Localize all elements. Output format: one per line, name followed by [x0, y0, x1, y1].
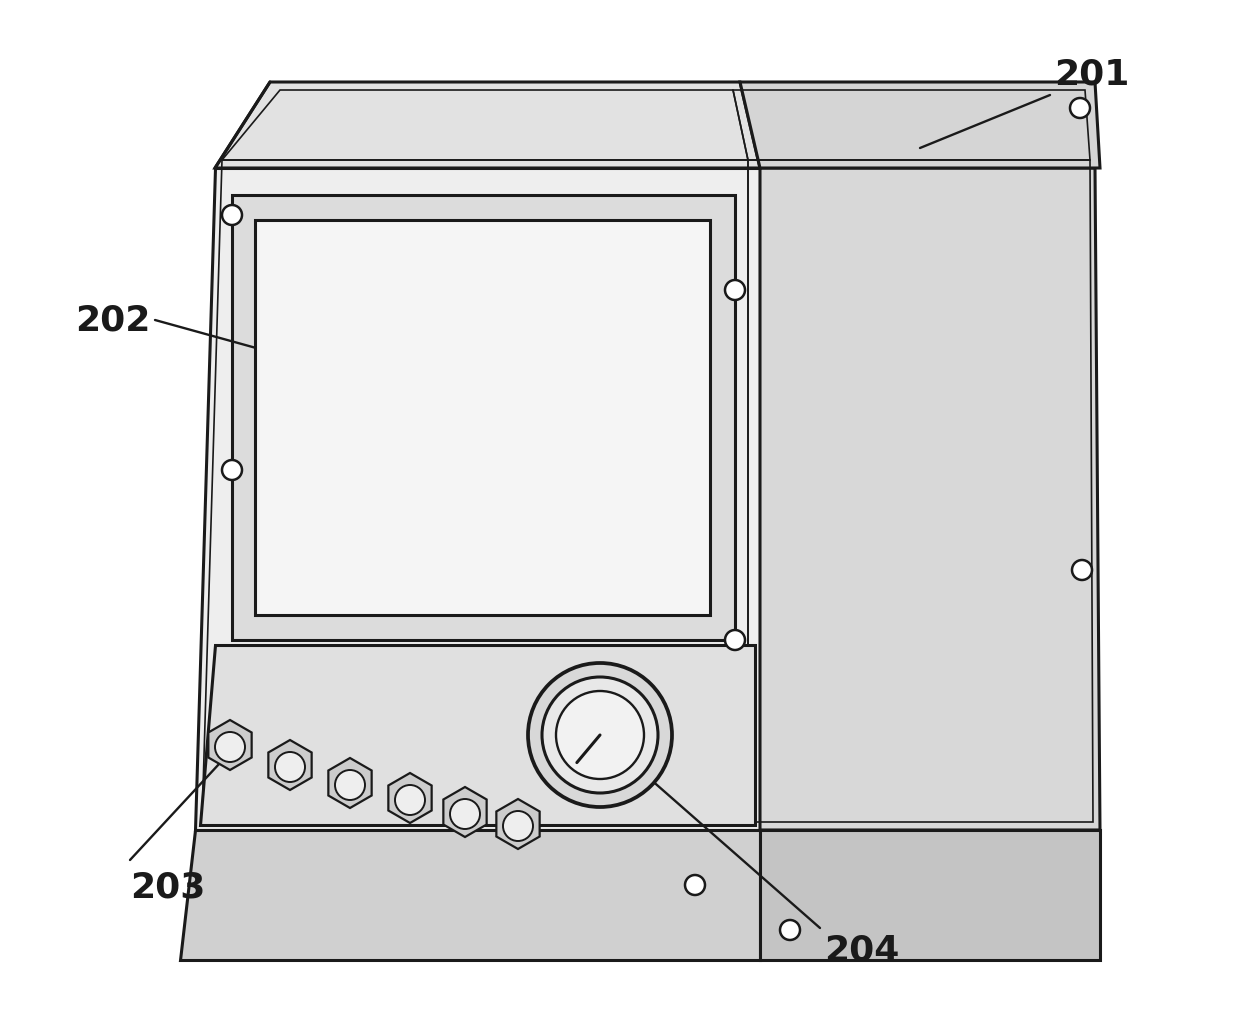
Circle shape: [725, 280, 745, 300]
Text: 202: 202: [76, 303, 151, 337]
Polygon shape: [496, 799, 539, 849]
Polygon shape: [760, 830, 1100, 960]
Text: 203: 203: [130, 870, 206, 904]
Polygon shape: [444, 787, 486, 837]
Circle shape: [1070, 98, 1090, 118]
Polygon shape: [255, 220, 711, 615]
Circle shape: [1073, 560, 1092, 580]
Text: 201: 201: [1054, 57, 1130, 91]
Polygon shape: [200, 645, 755, 825]
Circle shape: [528, 663, 672, 807]
Circle shape: [222, 205, 242, 225]
Circle shape: [396, 785, 425, 815]
Polygon shape: [388, 773, 432, 823]
Circle shape: [503, 811, 533, 841]
Polygon shape: [740, 82, 1100, 168]
Circle shape: [542, 677, 658, 793]
Circle shape: [780, 920, 800, 940]
Circle shape: [335, 770, 365, 800]
Polygon shape: [329, 758, 372, 808]
Polygon shape: [268, 740, 311, 790]
Circle shape: [215, 732, 246, 762]
Polygon shape: [195, 168, 760, 830]
Text: 204: 204: [825, 933, 899, 967]
Circle shape: [222, 460, 242, 480]
Polygon shape: [215, 82, 760, 168]
Polygon shape: [208, 721, 252, 770]
Polygon shape: [760, 168, 1100, 830]
Circle shape: [275, 752, 305, 782]
Circle shape: [684, 875, 706, 895]
Polygon shape: [232, 195, 735, 640]
Circle shape: [556, 691, 644, 779]
Circle shape: [450, 799, 480, 829]
Polygon shape: [180, 830, 760, 960]
Circle shape: [725, 630, 745, 650]
